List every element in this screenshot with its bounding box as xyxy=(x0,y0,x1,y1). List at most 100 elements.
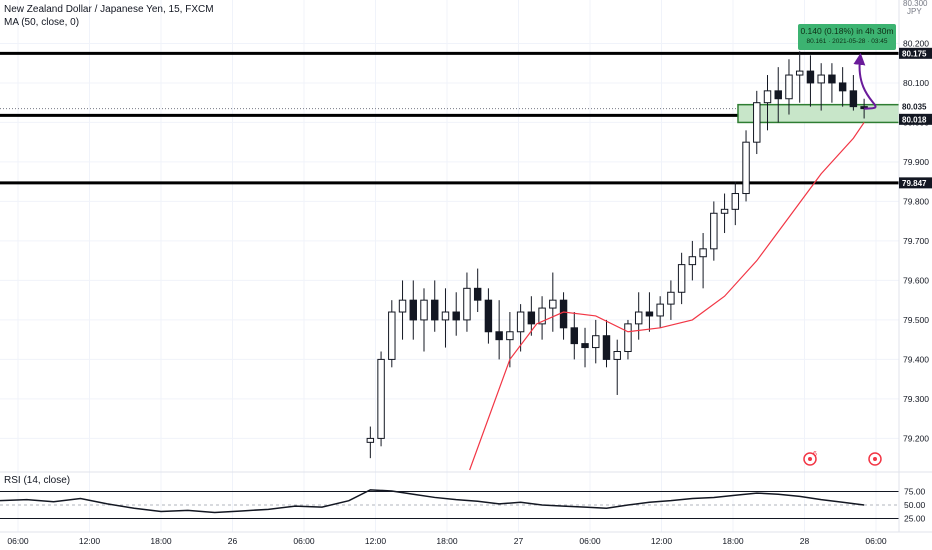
price-tick-label: 80.300 xyxy=(903,0,928,8)
time-tick-label: 06:00 xyxy=(293,536,315,546)
rsi-label: RSI (14, close) xyxy=(4,475,71,486)
candle-body xyxy=(838,82,847,92)
candle-body xyxy=(398,299,407,313)
candle-body xyxy=(774,90,782,100)
level-tag-bg xyxy=(899,113,932,125)
candle-body xyxy=(667,291,675,305)
time-tick-label: 18:00 xyxy=(436,536,458,546)
rsi-line xyxy=(0,489,865,514)
candle-body xyxy=(634,311,643,325)
candle-body xyxy=(720,208,729,214)
candle-body xyxy=(785,74,793,100)
time-tick-label: 26 xyxy=(228,536,238,546)
candle-body xyxy=(688,256,697,266)
level-tag: 79.847 xyxy=(902,179,927,188)
time-tick-label: 06:00 xyxy=(579,536,601,546)
candle-body xyxy=(570,327,579,345)
last-price-tag-bg xyxy=(899,101,932,113)
price-tick-label: 79.400 xyxy=(903,354,929,364)
ma-line xyxy=(469,122,865,471)
price-tick-label: 80.200 xyxy=(903,38,929,48)
time-tick-label: 12:00 xyxy=(365,536,387,546)
candle-body xyxy=(849,90,858,108)
candle-body xyxy=(366,437,375,443)
candle-body xyxy=(538,307,546,325)
candle-body xyxy=(742,141,750,195)
candle-body xyxy=(763,90,772,104)
price-tick-label: 80.100 xyxy=(903,78,929,88)
candle-body xyxy=(377,358,385,439)
level-tag: 80.018 xyxy=(902,115,927,124)
candle-body xyxy=(828,74,836,84)
time-tick-label: 27 xyxy=(514,536,524,546)
price-tick-label: 79.500 xyxy=(903,315,929,325)
candle-body xyxy=(420,299,428,321)
candle-body xyxy=(527,311,536,325)
candle-body xyxy=(699,248,707,258)
candle-body xyxy=(731,193,740,210)
event-marker-dot xyxy=(808,457,812,461)
rsi-tick-label: 50.00 xyxy=(904,500,926,510)
price-tick-label: 79.600 xyxy=(903,275,929,285)
event-marker-count: 6 xyxy=(813,451,817,458)
event-marker-dot xyxy=(873,457,877,461)
candle-body xyxy=(592,335,600,349)
projection: 6 xyxy=(803,52,882,466)
candle-body xyxy=(495,331,503,341)
candle-body xyxy=(710,212,718,250)
time-tick-label: 18:00 xyxy=(150,536,172,546)
candle-body xyxy=(388,311,396,360)
candle-body xyxy=(624,323,632,353)
candle-body xyxy=(473,287,482,301)
candle-body xyxy=(409,299,417,321)
candle-body xyxy=(441,311,450,321)
candle-body xyxy=(463,287,471,321)
candle-body xyxy=(506,331,514,341)
time-tick-label: 18:00 xyxy=(722,536,744,546)
candles xyxy=(366,51,868,459)
candle-body xyxy=(806,70,815,84)
candle-body xyxy=(559,299,568,329)
level-tag-bg xyxy=(899,177,932,189)
time-tick-label: 06:00 xyxy=(865,536,887,546)
candle-body xyxy=(452,311,460,321)
candle-body xyxy=(753,102,761,143)
candle-body xyxy=(581,343,589,349)
candle-body xyxy=(817,74,825,84)
candle-body xyxy=(677,264,686,293)
candle-body xyxy=(645,311,654,317)
grid xyxy=(0,0,899,532)
candle-body xyxy=(549,299,557,309)
price-unit: JPY xyxy=(907,7,922,16)
price-tick-label: 79.700 xyxy=(903,236,929,246)
symbol-title: New Zealand Dollar / Japanese Yen, 15, F… xyxy=(4,4,214,15)
ma50-line xyxy=(469,122,865,471)
candle-body xyxy=(613,351,621,360)
level-tag-bg xyxy=(899,47,932,59)
rsi-tick-label: 25.00 xyxy=(904,514,926,524)
rsi-pane xyxy=(0,471,932,519)
projection-info-box: 0.140 (0.18%) in 4h 30m 80.161 · 2021-05… xyxy=(798,24,896,50)
price-tick-label: 79.800 xyxy=(903,196,929,206)
level-tag: 80.175 xyxy=(902,49,927,58)
candle-body xyxy=(484,299,493,333)
candle-body xyxy=(602,335,611,360)
projection-arrow xyxy=(853,52,877,110)
time-tick-label: 12:00 xyxy=(651,536,673,546)
time-tick-label: 06:00 xyxy=(7,536,29,546)
projection-line1: 0.140 (0.18%) in 4h 30m xyxy=(800,26,894,36)
candle-body xyxy=(516,311,525,333)
candle-body xyxy=(795,70,804,76)
candle-body xyxy=(656,303,664,317)
projection-line2: 80.161 · 2021-05-28 · 03:45 xyxy=(806,38,888,45)
time-tick-label: 12:00 xyxy=(79,536,101,546)
price-tick-label: 79.200 xyxy=(903,433,929,443)
rsi-tick-label: 75.00 xyxy=(904,487,926,497)
time-tick-label: 28 xyxy=(800,536,810,546)
price-tick-label: 79.300 xyxy=(903,394,929,404)
last-price-tag: 80.035 xyxy=(902,103,927,112)
candle-body xyxy=(431,299,439,321)
indicator-label: MA (50, close, 0) xyxy=(4,17,80,28)
